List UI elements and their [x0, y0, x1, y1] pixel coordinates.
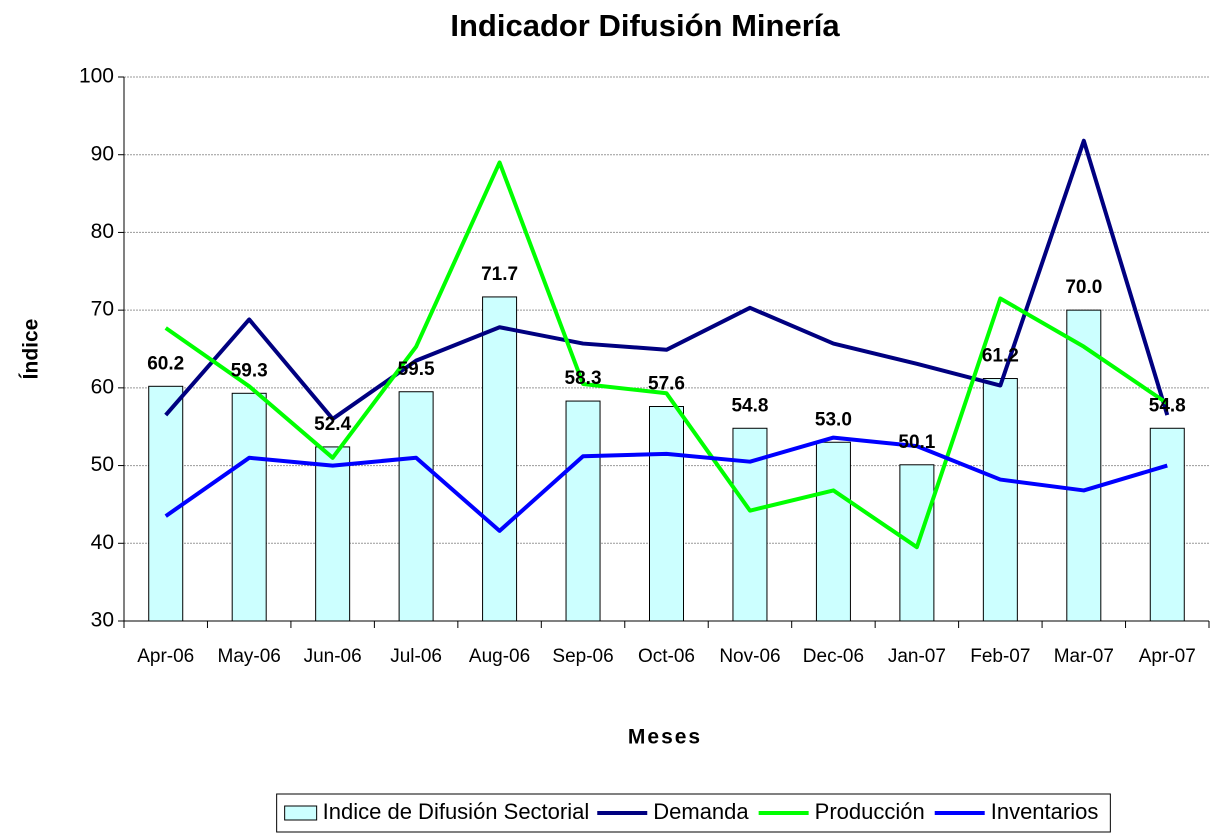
y-tick-label: 90: [91, 142, 114, 165]
data-label: 60.2: [147, 353, 184, 374]
bar: [148, 385, 184, 622]
x-tick-label: Mar-07: [1054, 646, 1114, 667]
bar: [649, 406, 684, 622]
y-tick-label: 100: [79, 65, 114, 88]
x-tick-label: Apr-06: [137, 646, 194, 667]
data-label: 61.2: [982, 346, 1019, 367]
y-tick-label: 80: [91, 220, 114, 243]
data-label: 54.8: [731, 395, 768, 416]
x-tick-label: Dec-06: [803, 646, 864, 667]
bar: [815, 441, 851, 622]
data-label: 70.0: [1065, 277, 1102, 298]
y-tick-label: 70: [91, 298, 114, 321]
data-label: 53.0: [815, 409, 852, 430]
bar: [398, 391, 434, 622]
y-tick-label: 30: [91, 609, 114, 632]
x-tick-label: Jun-06: [304, 646, 362, 667]
bar: [231, 392, 267, 622]
y-tick-label: 40: [91, 531, 114, 554]
bar: [482, 296, 518, 622]
x-tick-label: Feb-07: [970, 646, 1030, 667]
x-tick-label: Sep-06: [552, 646, 613, 667]
data-label: 59.5: [398, 359, 435, 380]
bar: [1066, 309, 1102, 622]
data-label: 50.1: [898, 432, 935, 453]
legend-label: Producción: [815, 799, 925, 824]
line: [164, 435, 1168, 533]
data-label: 58.3: [565, 368, 602, 389]
x-tick-label: Aug-06: [469, 646, 530, 667]
data-label: 52.4: [314, 414, 351, 435]
x-tick-label: Nov-06: [719, 646, 780, 667]
x-axis-label: Meses: [628, 726, 702, 749]
data-label: 59.3: [231, 360, 268, 381]
line: [164, 138, 1170, 421]
chart-title: Indicador Difusión Minería: [450, 8, 840, 43]
data-label: 71.7: [481, 264, 518, 285]
x-tick-label: Jan-07: [888, 646, 946, 667]
legend-label: Inventarios: [991, 799, 1099, 824]
bar: [565, 400, 601, 622]
data-label: 57.6: [648, 374, 685, 395]
bar: [1149, 427, 1185, 622]
x-tick-label: Oct-06: [638, 646, 695, 667]
y-tick-label: 50: [91, 453, 114, 476]
y-tick-label: 60: [91, 375, 114, 398]
data-label: 54.8: [1149, 395, 1186, 416]
legend-label: Demanda: [653, 799, 749, 824]
legend-label: Indice de Difusión Sectorial: [323, 799, 590, 824]
legend-swatch: [284, 805, 318, 821]
x-tick-label: Apr-07: [1139, 646, 1196, 667]
x-tick-label: May-06: [218, 646, 281, 667]
line: [164, 160, 1169, 550]
y-axis-label: Índice: [20, 319, 43, 380]
bar: [982, 378, 1018, 622]
bar: [315, 446, 351, 622]
x-tick-label: Jul-06: [390, 646, 442, 667]
